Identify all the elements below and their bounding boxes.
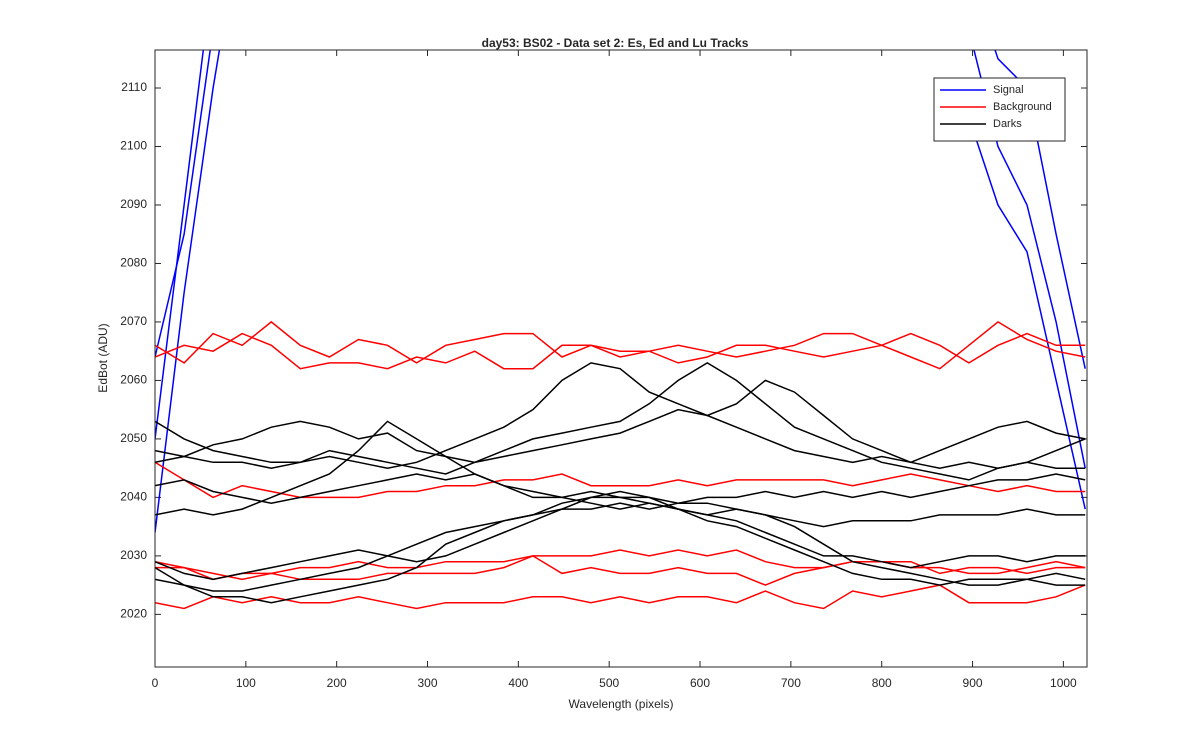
x-tick-label: 600 bbox=[690, 676, 710, 690]
data-line bbox=[155, 502, 1086, 604]
data-line bbox=[155, 332, 1086, 370]
x-tick-label: 0 bbox=[152, 676, 159, 690]
data-line bbox=[155, 473, 1086, 504]
y-tick-label: 2110 bbox=[121, 80, 147, 94]
data-line bbox=[155, 362, 1086, 481]
data-line bbox=[155, 362, 1086, 469]
x-tick-label: 800 bbox=[872, 676, 892, 690]
plot-area bbox=[155, 50, 1086, 610]
y-tick-label: 2090 bbox=[120, 197, 147, 211]
axes-box bbox=[154, 49, 1088, 668]
y-tick-label: 2100 bbox=[120, 139, 147, 153]
data-line bbox=[155, 420, 1086, 528]
x-tick-label: 400 bbox=[508, 676, 528, 690]
x-tick-label: 200 bbox=[327, 676, 347, 690]
legend-label: Darks bbox=[993, 118, 1022, 130]
x-tick-label: 300 bbox=[417, 676, 437, 690]
data-line bbox=[155, 379, 1086, 464]
data-line bbox=[155, 50, 1086, 533]
data-line bbox=[155, 50, 1086, 469]
y-tick-label: 2030 bbox=[120, 548, 147, 562]
data-line bbox=[155, 555, 1086, 586]
data-line bbox=[155, 490, 1086, 592]
data-line bbox=[155, 320, 1086, 370]
data-line bbox=[155, 584, 1086, 610]
y-axis-label: EdBot (ADU) bbox=[96, 323, 110, 392]
x-tick-label: 500 bbox=[599, 676, 619, 690]
y-tick-label: 2060 bbox=[120, 373, 147, 387]
legend-box bbox=[933, 77, 1066, 142]
x-tick-label: 1000 bbox=[1050, 676, 1077, 690]
y-tick-label: 2050 bbox=[120, 431, 147, 445]
x-axis-label: Wavelength (pixels) bbox=[569, 697, 674, 711]
y-tick-label: 2070 bbox=[120, 314, 147, 328]
x-tick-label: 700 bbox=[781, 676, 801, 690]
y-tick-label: 2040 bbox=[120, 490, 147, 504]
x-tick-label: 100 bbox=[236, 676, 256, 690]
data-line bbox=[155, 549, 1086, 581]
y-tick-label: 2020 bbox=[120, 607, 147, 621]
legend-label: Signal bbox=[993, 84, 1024, 96]
data-line bbox=[155, 461, 1086, 499]
legend-label: Background bbox=[993, 101, 1052, 113]
chart-title: day53: BS02 - Data set 2: Es, Ed and Lu … bbox=[482, 36, 749, 50]
data-line bbox=[155, 50, 1086, 369]
x-tick-label: 900 bbox=[963, 676, 983, 690]
y-tick-label: 2080 bbox=[120, 256, 147, 270]
